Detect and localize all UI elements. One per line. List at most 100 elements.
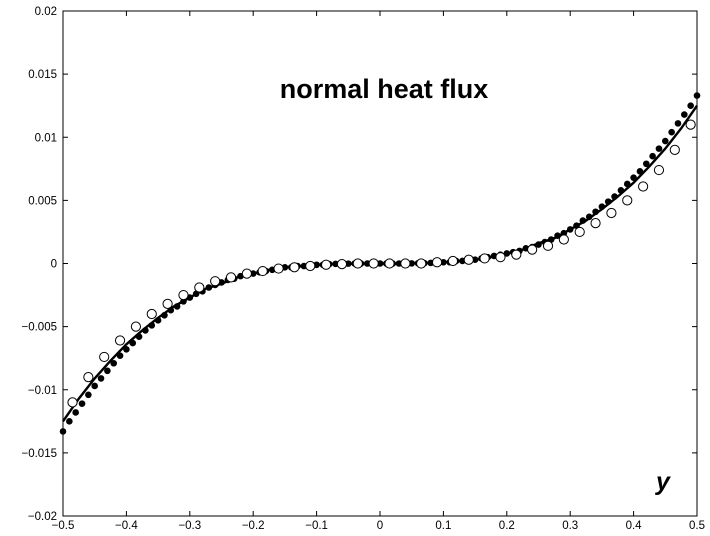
filled-data-point <box>129 339 137 347</box>
x-tick-label: 0.5 <box>689 520 705 532</box>
filled-data-point <box>91 382 98 390</box>
filled-data-point <box>604 198 612 205</box>
open-data-point <box>653 164 665 176</box>
filled-data-point <box>142 327 149 334</box>
open-data-point <box>479 253 490 264</box>
open-data-point <box>162 298 173 309</box>
open-data-point <box>146 308 157 320</box>
x-tick-label: 0 <box>377 520 383 532</box>
open-data-point <box>416 258 427 269</box>
open-data-point <box>542 240 554 251</box>
filled-data-point <box>72 409 79 416</box>
open-data-point <box>210 276 221 287</box>
chart-title: normal heat flux <box>280 74 489 104</box>
x-tick-label: −0.2 <box>242 520 265 532</box>
filled-data-point <box>687 102 694 109</box>
y-tick-label: −0.015 <box>22 448 58 460</box>
filled-data-point <box>693 92 701 99</box>
open-data-point <box>384 258 395 269</box>
filled-data-point <box>148 322 156 329</box>
filled-data-point <box>668 128 675 136</box>
open-data-point <box>447 255 459 267</box>
filled-data-point <box>135 333 143 341</box>
open-data-point <box>194 282 205 293</box>
x-tick-label: −0.3 <box>178 520 201 532</box>
open-data-point <box>352 258 363 269</box>
x-tick-label: 0.3 <box>562 520 578 532</box>
filled-data-point <box>205 284 213 291</box>
y-tick-label: −0.005 <box>22 322 58 334</box>
y-tick-label: 0.02 <box>35 6 57 18</box>
open-data-point <box>178 289 189 301</box>
open-data-point <box>574 226 585 238</box>
x-tick-label: −0.1 <box>305 520 328 532</box>
open-data-point <box>638 181 649 192</box>
open-data-point <box>257 265 268 277</box>
filled-data-point <box>674 120 682 127</box>
filled-data-point <box>630 174 637 181</box>
filled-data-point <box>655 145 663 152</box>
filled-data-point <box>592 208 599 216</box>
filled-data-point <box>161 311 168 319</box>
filled-data-point <box>173 303 181 310</box>
x-axis-label: y <box>654 468 671 496</box>
open-data-point <box>67 397 78 408</box>
filled-data-point <box>611 193 618 200</box>
filled-data-point <box>110 359 118 367</box>
open-data-point <box>606 207 617 219</box>
open-data-point <box>368 258 379 269</box>
x-tick-label: 0.4 <box>626 520 643 532</box>
x-axis-ticks: −0.5 −0.4 −0.3 −0.2 −0.1 0 0.1 0.2 0.3 0.4 0.5 <box>52 11 705 532</box>
open-data-point <box>225 272 237 283</box>
filled-data-point <box>85 391 92 399</box>
open-data-point <box>495 252 506 263</box>
filled-data-point <box>554 232 561 240</box>
filled-data-point <box>662 137 669 145</box>
filled-data-point <box>617 186 625 194</box>
x-tick-label: −0.4 <box>115 520 138 532</box>
filled-data-point <box>623 180 631 188</box>
y-tick-label: 0 <box>51 259 57 271</box>
y-axis-ticks: −0.02 −0.015 −0.01 −0.005 0 0.005 0.01 0.015 0.0… <box>22 6 697 523</box>
y-tick-label: 0.015 <box>28 69 57 81</box>
open-data-point <box>273 263 284 274</box>
filled-data-point <box>642 160 650 168</box>
filled-data-point <box>154 317 162 324</box>
filled-data-point <box>123 346 130 353</box>
filled-data-point <box>104 367 111 375</box>
open-data-point <box>590 218 601 229</box>
filled-data-point <box>681 111 688 118</box>
open-data-point <box>622 195 633 206</box>
open-data-point <box>511 249 522 260</box>
x-tick-label: 0.2 <box>499 520 515 532</box>
filled-data-point <box>636 168 644 175</box>
open-data-point <box>305 260 316 272</box>
open-data-point <box>685 119 696 130</box>
x-tick-label: −0.5 <box>52 520 75 532</box>
open-data-point <box>669 144 680 155</box>
filled-data-point <box>649 152 656 160</box>
filled-data-point <box>97 375 105 382</box>
filled-data-point <box>535 241 542 248</box>
y-tick-label: 0.005 <box>28 195 57 207</box>
y-tick-label: −0.02 <box>28 511 57 523</box>
open-data-point <box>431 257 443 268</box>
open-data-point <box>289 262 300 273</box>
x-tick-label: 0.1 <box>435 520 451 532</box>
open-data-point <box>463 254 474 265</box>
filled-data-point <box>566 226 574 233</box>
open-data-point <box>83 372 94 383</box>
series-layer <box>59 92 701 435</box>
open-data-point <box>336 259 348 270</box>
filled-data-point <box>116 352 124 359</box>
filled-data-point <box>585 213 593 221</box>
y-tick-label: 0.01 <box>35 132 57 144</box>
open-data-point <box>130 321 142 332</box>
filled-data-point <box>78 400 86 407</box>
open-data-point <box>527 244 538 255</box>
filled-data-point <box>503 250 511 257</box>
y-tick-label: −0.01 <box>28 385 57 397</box>
filled-data-point <box>66 418 73 425</box>
open-data-point <box>558 234 569 245</box>
